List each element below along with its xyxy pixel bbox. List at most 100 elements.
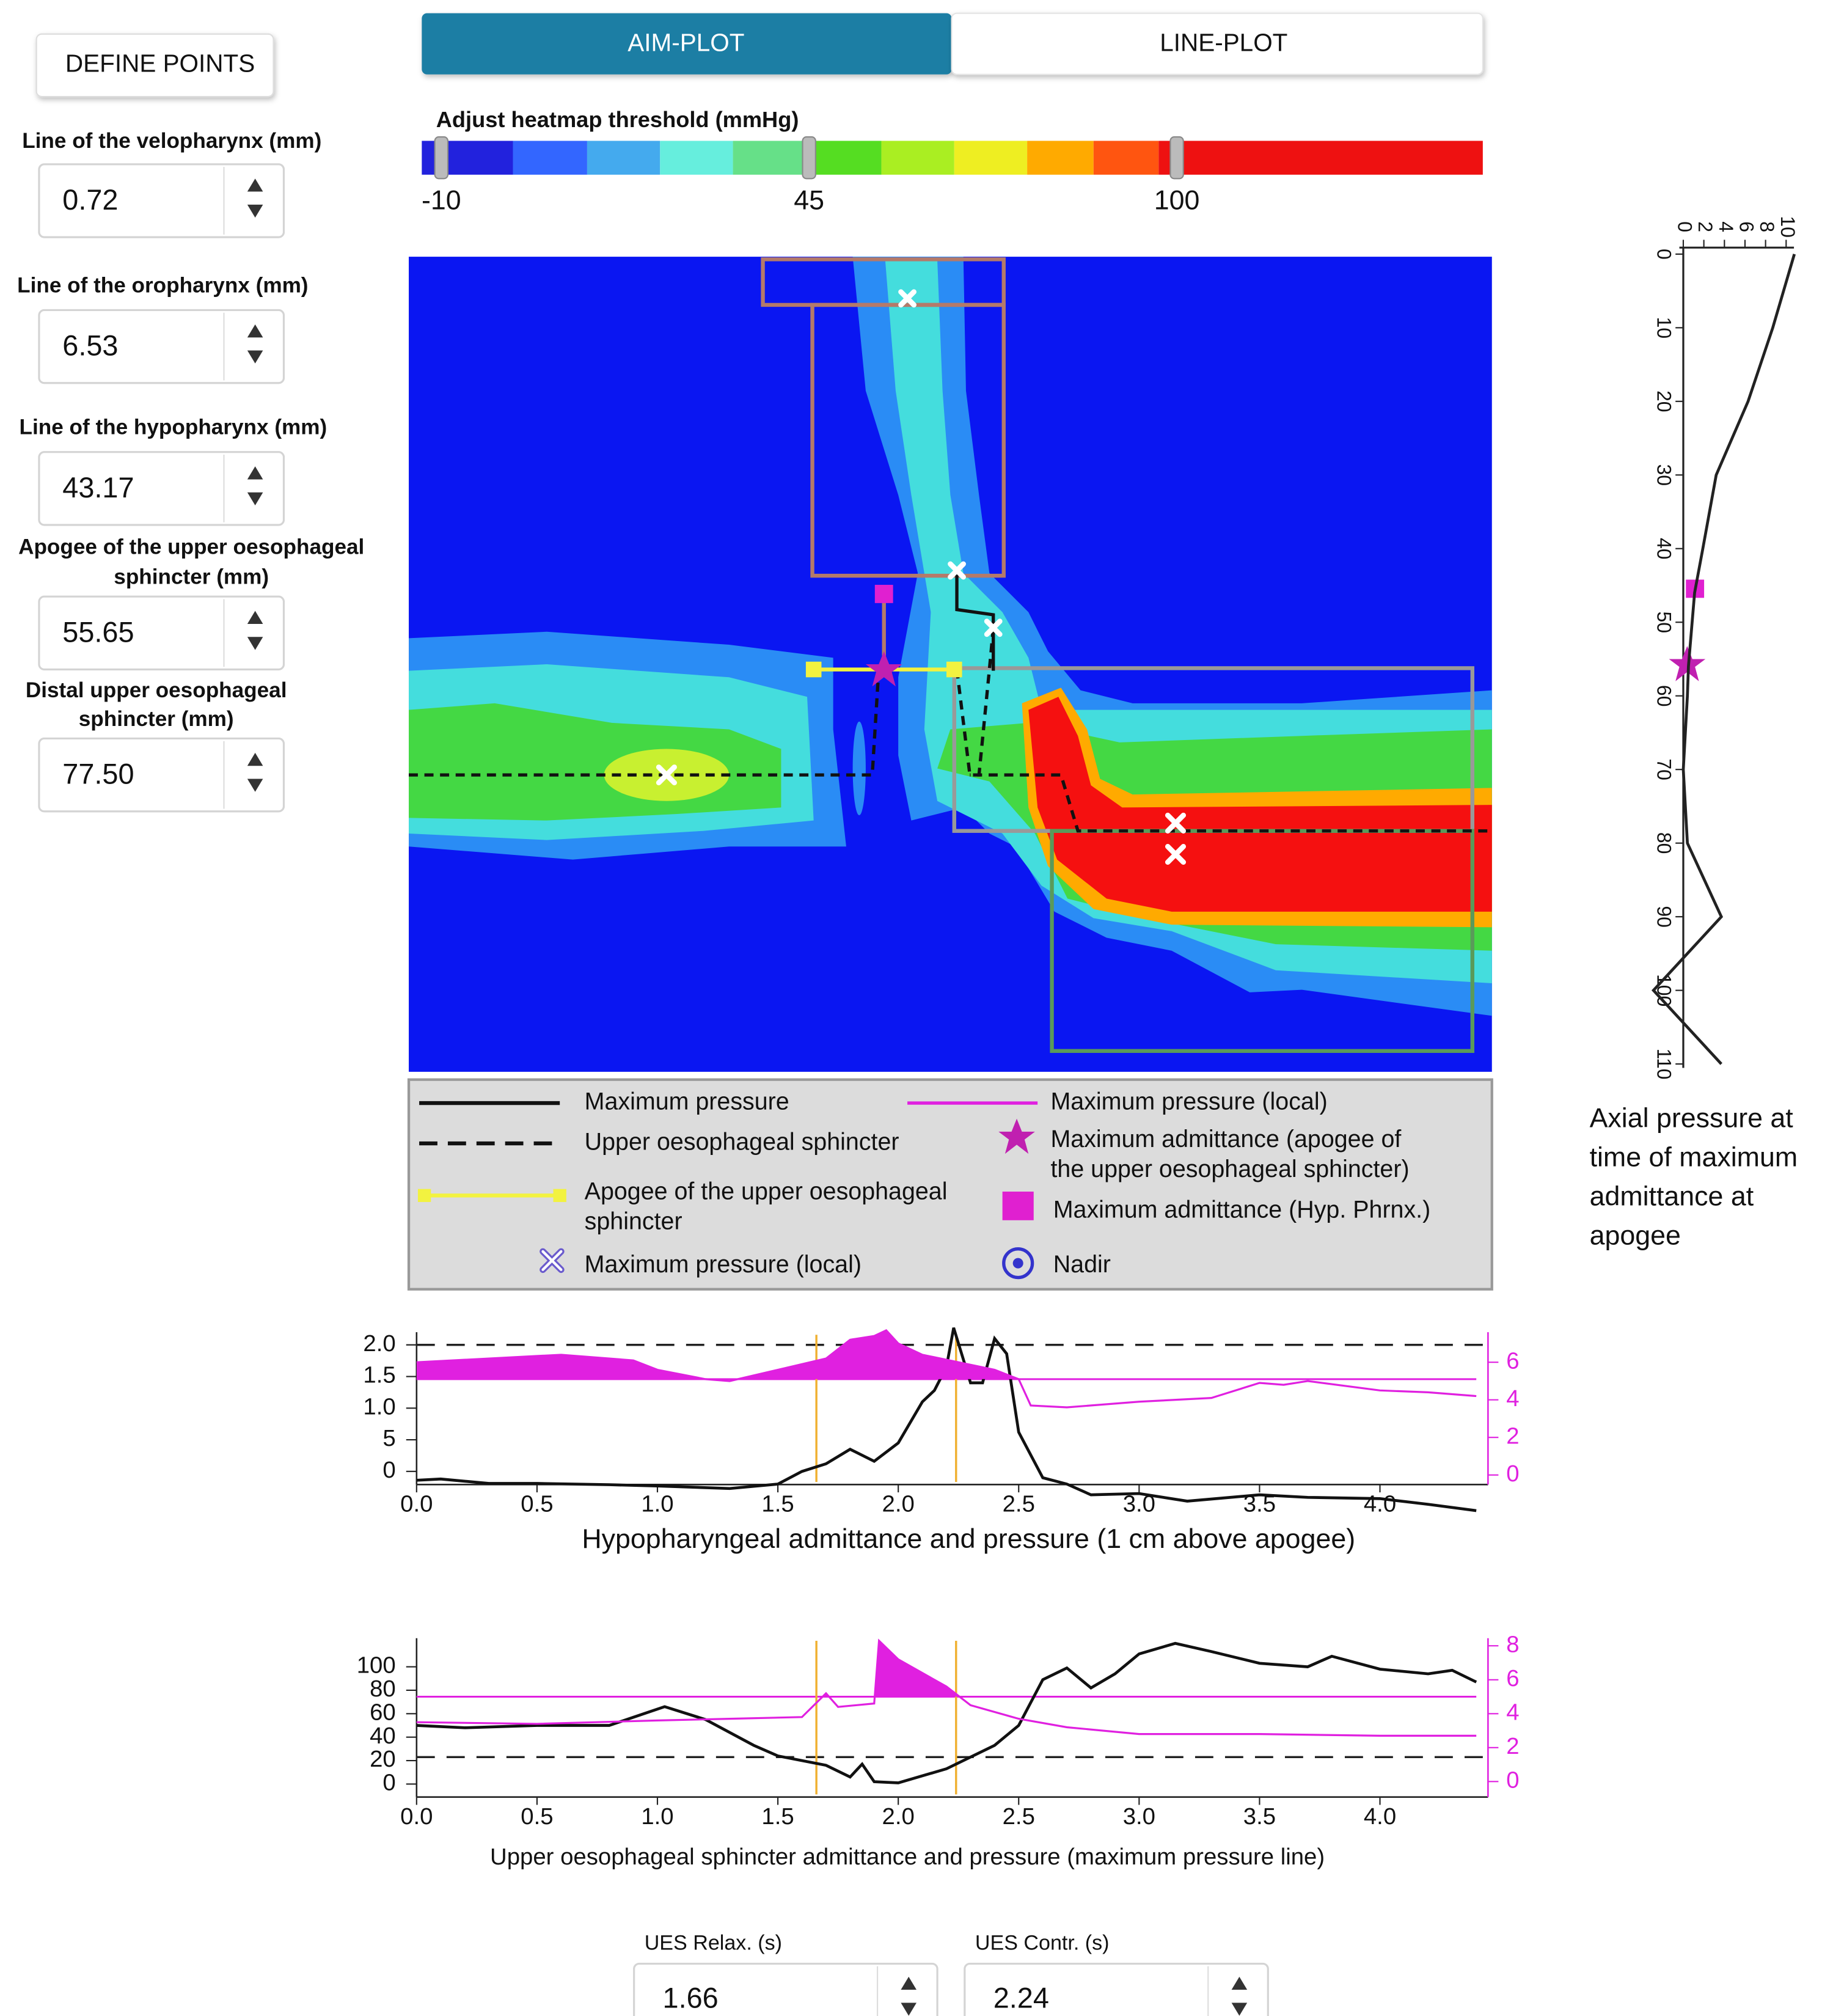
axial-tick-label: 70 — [1653, 758, 1675, 780]
x-tick-label: 1.0 — [641, 1803, 673, 1830]
legend-label: Maximum pressure (local) — [1050, 1088, 1327, 1115]
y-tick-label: 1.0 — [363, 1393, 395, 1420]
field-box[interactable] — [964, 1962, 1269, 2016]
y2-tick-label: 6 — [1506, 1347, 1519, 1374]
input-field[interactable]: 55.65 — [38, 595, 285, 671]
tab-bar[interactable]: AIM-PLOT LINE-PLOT — [422, 12, 1484, 75]
axial-caption: admittance at — [1590, 1181, 1754, 1211]
x-tick-label: 1.0 — [641, 1491, 673, 1517]
field-box[interactable] — [38, 737, 285, 813]
axial-tick-label: 50 — [1653, 611, 1675, 633]
threshold-handle[interactable] — [802, 136, 816, 180]
ues-line — [409, 669, 1492, 833]
threshold-label: 100 — [1154, 185, 1200, 215]
spin-up[interactable] — [901, 1976, 916, 1990]
color-step — [660, 141, 733, 175]
color-step — [513, 141, 587, 175]
spin-down[interactable] — [247, 492, 263, 506]
button-label[interactable]: DEFINE POINTS — [65, 49, 255, 78]
field-box[interactable] — [38, 595, 285, 671]
spin-up[interactable] — [247, 324, 263, 338]
field-value[interactable]: 6.53 — [62, 330, 118, 362]
input-field[interactable]: 1.66 — [633, 1962, 938, 2016]
color-step — [881, 141, 954, 175]
input-field[interactable]: 43.17 — [38, 451, 285, 526]
series-line — [416, 1329, 1477, 1409]
legend-label: Maximum admittance (Hyp. Phrnx.) — [1053, 1196, 1431, 1223]
x-tick-label: 0.0 — [400, 1491, 433, 1517]
x-tick-label: 4.0 — [1364, 1491, 1396, 1517]
legend-label: Maximum pressure (local) — [585, 1251, 862, 1278]
field-label: Line of the oropharynx (mm) — [17, 273, 308, 297]
spin-up[interactable] — [1231, 1976, 1248, 1990]
color-bar — [422, 141, 1483, 175]
x-marker — [984, 618, 1003, 637]
button-box[interactable] — [35, 33, 274, 98]
field-label: Line of the velopharynx (mm) — [22, 129, 321, 153]
axial-tick-label: 80 — [1653, 832, 1675, 854]
tab-label[interactable]: AIM-PLOT — [627, 28, 744, 56]
field-value[interactable]: 77.50 — [62, 758, 134, 790]
spin-down[interactable] — [247, 779, 263, 792]
tab-label[interactable]: LINE-PLOT — [1160, 28, 1287, 56]
spin-down[interactable] — [901, 2003, 916, 2016]
apogee-end — [946, 661, 962, 678]
field-label: Distal upper oesophageal — [26, 678, 287, 702]
color-step — [1093, 141, 1159, 175]
input-field[interactable]: 2.24 — [964, 1962, 1269, 2016]
field-value[interactable]: 43.17 — [62, 472, 134, 504]
heatmap — [409, 257, 1492, 1072]
input-field[interactable]: 0.72 — [38, 163, 285, 238]
field-box[interactable] — [38, 309, 285, 384]
legend-label: Maximum pressure — [585, 1088, 789, 1115]
threshold-label: -10 — [422, 185, 461, 215]
y2-tick-label: 4 — [1506, 1385, 1519, 1412]
y-tick-label: 60 — [370, 1699, 396, 1725]
color-step — [807, 141, 882, 175]
spin-up[interactable] — [247, 752, 263, 766]
spin-up[interactable] — [247, 610, 263, 624]
threshold-label: 45 — [794, 185, 824, 215]
field-value[interactable]: 55.65 — [62, 616, 134, 648]
y2-tick-label: 0 — [1506, 1767, 1519, 1793]
spin-up[interactable] — [247, 466, 263, 480]
tab[interactable] — [951, 12, 1484, 75]
axial-tick-label: 30 — [1653, 464, 1675, 486]
field-value[interactable]: 2.24 — [993, 1982, 1049, 2014]
admittance-marker — [874, 585, 893, 603]
threshold-handle[interactable] — [1169, 136, 1184, 180]
legend-swatch — [998, 1118, 1035, 1154]
field-label: sphincter (mm) — [79, 707, 234, 731]
spin-down[interactable] — [247, 204, 263, 218]
legend-swatch — [417, 1189, 431, 1202]
legend — [407, 1078, 1493, 1291]
x-tick-label: 1.5 — [761, 1803, 794, 1830]
axial-caption: time of maximum — [1590, 1142, 1798, 1172]
spin-up[interactable] — [247, 178, 263, 192]
y-tick-label: 5 — [382, 1425, 395, 1451]
field-box[interactable] — [38, 163, 285, 238]
heat-region — [1028, 697, 1492, 912]
y-tick-label: 80 — [370, 1676, 396, 1702]
input-field[interactable]: 77.50 — [38, 737, 285, 813]
tab-active[interactable] — [422, 13, 952, 75]
field-value[interactable]: 0.72 — [62, 184, 118, 216]
spin-down[interactable] — [247, 637, 263, 650]
spin-down[interactable] — [247, 350, 263, 364]
threshold-handle[interactable] — [434, 136, 449, 180]
field-box[interactable] — [633, 1962, 938, 2016]
spin-down[interactable] — [1231, 2003, 1248, 2016]
x-marker — [1165, 844, 1187, 865]
define-points-button[interactable]: DEFINE POINTS — [35, 33, 274, 98]
x-tick-label: 2.0 — [882, 1491, 915, 1517]
color-step — [1158, 141, 1483, 175]
axial-tick-label: 0 — [1653, 249, 1675, 260]
axial-tick-label: 110 — [1653, 1049, 1675, 1080]
field-box[interactable] — [38, 451, 285, 526]
input-field[interactable]: 6.53 — [38, 309, 285, 384]
y-tick-label: 1.5 — [363, 1362, 395, 1388]
axial-caption: apogee — [1590, 1220, 1681, 1250]
field-value[interactable]: 1.66 — [663, 1982, 719, 2014]
y2-tick-label: 0 — [1506, 1461, 1519, 1487]
